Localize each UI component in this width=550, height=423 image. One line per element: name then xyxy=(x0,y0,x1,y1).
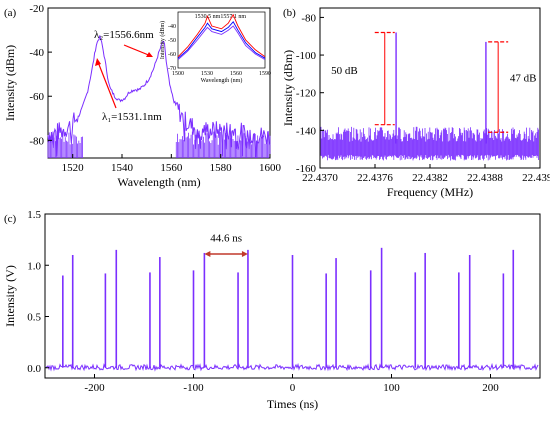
panel-label: (b) xyxy=(283,7,296,19)
inset-series xyxy=(177,13,266,58)
inset-x-tick-label: 1590 xyxy=(259,71,271,77)
x-axis-label: Wavelength (nm) xyxy=(117,175,200,189)
plot-frame xyxy=(47,7,271,159)
annotation-lambda2: λ₂=1556.6nm xyxy=(94,29,154,41)
x-axis-label: Frequency (MHz) xyxy=(387,185,473,199)
inset-x-label: Wavelength (nm) xyxy=(201,77,243,84)
inset-x-tick-label: 1530 xyxy=(201,71,213,77)
annotation-50db: 50 dB xyxy=(331,65,358,77)
baseline-noise xyxy=(45,362,539,372)
x-tick-label: 200 xyxy=(482,382,499,394)
x-tick-label: 0 xyxy=(290,382,296,394)
panel-label: (c) xyxy=(4,213,17,225)
inset-label-2: 1557.1 nm xyxy=(220,14,246,20)
x-tick-label: -200 xyxy=(84,382,105,394)
arrow-lambda1 xyxy=(97,61,117,109)
x-tick-label: 22.4394 xyxy=(522,172,550,184)
panel-label: (a) xyxy=(4,7,17,19)
spectrum-trace xyxy=(47,35,271,159)
y-tick-label: -80 xyxy=(301,12,316,24)
panel-b: 22.4370 22.4376 22.4382 22.4388 22.4394 -80 -1… xyxy=(281,7,550,199)
inset-y-tick-label: -50 xyxy=(168,38,176,44)
arrowhead xyxy=(95,58,101,66)
spacing-label: 44.6 ns xyxy=(210,233,242,245)
inset-label-1: 1530.5 nm xyxy=(195,14,221,20)
arrowhead-left xyxy=(204,250,211,257)
y-tick-label: -100 xyxy=(296,50,317,62)
y-tick-label: 1.5 xyxy=(27,209,41,221)
y-axis-label: Intensity (dBm) xyxy=(3,45,17,121)
x-tick-label: 22.4370 xyxy=(302,172,338,184)
arrowhead xyxy=(146,52,153,57)
y-axis-label: Intensity (dBm) xyxy=(281,50,295,126)
y-tick-label: 1.0 xyxy=(27,260,41,272)
x-tick-label: 1600 xyxy=(259,162,282,174)
inset-y-tick-label: -40 xyxy=(168,24,176,30)
x-tick-label: 1580 xyxy=(210,162,233,174)
x-tick-label: 22.4382 xyxy=(412,172,448,184)
inset-x-tick-label: 1500 xyxy=(172,71,184,77)
y-axis-label: Intensity (V) xyxy=(3,265,17,327)
panel-c: -200 -100 0 100 200 0.0 0.5 1.0 1.5 Times (ns) Int… xyxy=(3,209,541,411)
inset-y-tick-label: -70 xyxy=(168,66,176,72)
y-tick-label: -140 xyxy=(296,125,317,137)
x-tick-label: 1560 xyxy=(160,162,183,174)
y-tick-label: 0.0 xyxy=(27,363,41,375)
panel-a: 1520 1540 1560 1580 1600 -20 -40 -60 -80 Waveleng… xyxy=(3,3,282,189)
x-tick-label: 1540 xyxy=(111,162,134,174)
arrow-lambda2 xyxy=(123,44,152,57)
x-tick-label: 22.4376 xyxy=(357,172,393,184)
x-tick-label: 1520 xyxy=(62,162,85,174)
inset-y-label: Intensity (dBm) xyxy=(159,21,166,59)
x-tick-label: 100 xyxy=(383,382,400,394)
y-tick-label: -160 xyxy=(296,163,317,175)
x-tick-label: 22.4388 xyxy=(467,172,503,184)
inset-series xyxy=(177,25,266,60)
inset-y-tick-label: -60 xyxy=(168,52,176,58)
x-tick-label: -100 xyxy=(183,382,204,394)
inset-series xyxy=(177,21,266,59)
annotation-47db: 47 dB xyxy=(510,72,537,84)
y-tick-label: -20 xyxy=(29,3,44,15)
x-axis-label: Times (ns) xyxy=(267,397,318,411)
inset-frame xyxy=(177,11,266,69)
inset-x-tick-label: 1560 xyxy=(230,71,242,77)
y-tick-label: -60 xyxy=(29,91,44,103)
y-tick-label: -120 xyxy=(296,88,317,100)
y-tick-label: -40 xyxy=(29,47,44,59)
annotation-lambda1: λ₁=1531.1nm xyxy=(102,111,162,123)
y-tick-label: 0.5 xyxy=(27,312,41,324)
y-tick-label: -80 xyxy=(29,135,44,147)
arrowhead-right xyxy=(241,250,248,257)
